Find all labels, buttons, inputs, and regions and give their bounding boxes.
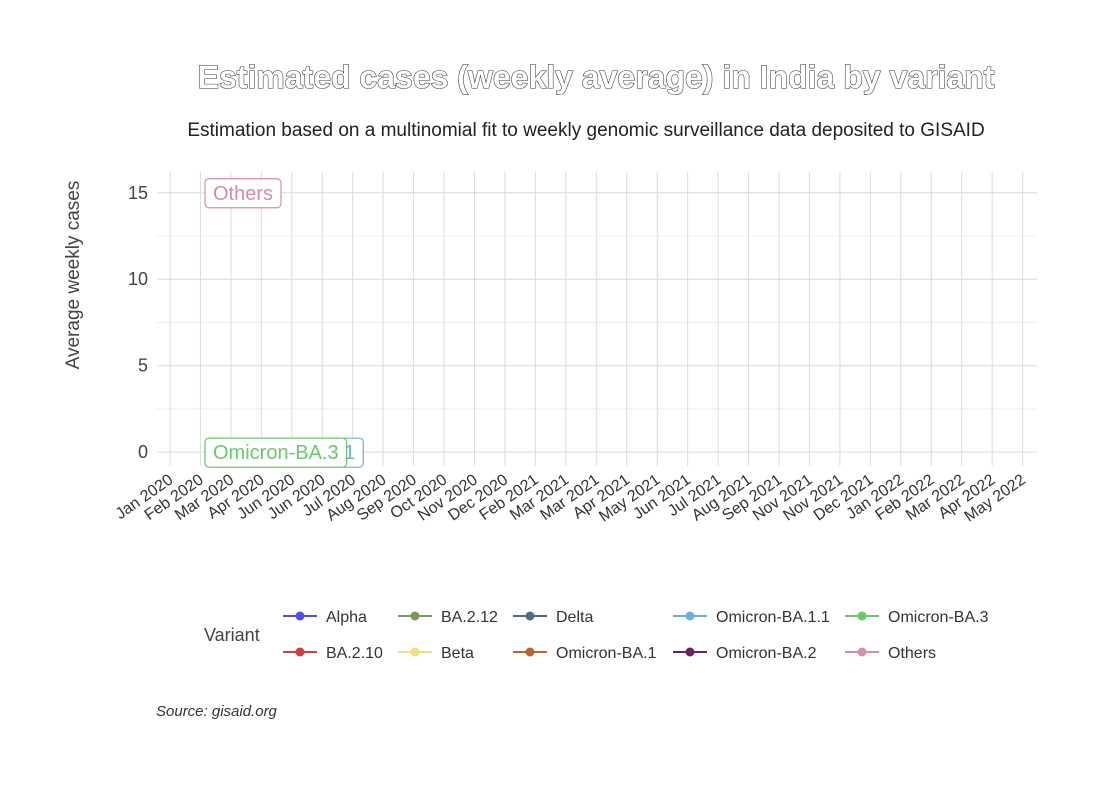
legend: Alpha BA.2.10 BA.2.12 Beta Delta Omicron-BA.1… [283,609,989,662]
legend-label: Omicron-BA.1.1 [716,609,830,626]
legend-swatch-dot [410,647,420,657]
legend-item: Omicron-BA.1.1 [673,609,830,626]
legend-item: BA.2.12 [398,609,498,626]
legend-item: Omicron-BA.1 [513,645,657,662]
legend-item: Alpha [283,609,367,626]
legend-swatch-dot [295,611,305,621]
legend-item: Omicron-BA.2 [673,645,817,662]
legend-label: Alpha [326,609,367,626]
legend-label: Omicron-BA.3 [888,609,989,626]
legend-label: Delta [556,609,593,626]
chart-subtitle: Estimation based on a multinomial fit to… [187,120,984,141]
legend-swatch-dot [685,611,695,621]
legend-label: Others [888,645,936,662]
grid [157,172,1037,466]
legend-swatch-dot [525,647,535,657]
legend-swatch-dot [857,611,867,621]
end-label-text: Omicron-BA.3 [213,442,339,464]
y-axis-label: Average weekly cases [63,181,84,370]
legend-item: Others [845,645,936,662]
legend-swatch-dot [410,611,420,621]
legend-swatch-dot [857,647,867,657]
legend-item: BA.2.10 [283,645,383,662]
end-label-box [204,178,282,209]
end-label: Others [204,178,282,209]
legend-label: Beta [441,645,474,662]
legend-label: BA.2.10 [326,645,383,662]
legend-swatch-dot [295,647,305,657]
legend-swatch-dot [525,611,535,621]
end-label-box [204,437,348,468]
legend-swatch-dot [685,647,695,657]
y-tick-label: 15 [128,183,148,203]
end-label-text: Others [213,183,273,205]
y-tick-label: 5 [138,356,148,376]
y-tick-label: 0 [138,442,148,462]
y-tick-label: 10 [128,269,148,289]
legend-label: Omicron-BA.2 [716,645,817,662]
legend-label: BA.2.12 [441,609,498,626]
end-label: Omicron-BA.3 [204,437,348,468]
legend-title: Variant [204,625,260,645]
legend-item: Delta [513,609,593,626]
legend-item: Omicron-BA.3 [845,609,989,626]
chart-title: Estimated cases (weekly average) in Indi… [198,59,995,95]
legend-label: Omicron-BA.1 [556,645,657,662]
y-axis-ticks: 0 5 10 15 [128,183,148,462]
source-note: Source: gisaid.org [156,703,278,720]
legend-item: Beta [398,645,474,662]
